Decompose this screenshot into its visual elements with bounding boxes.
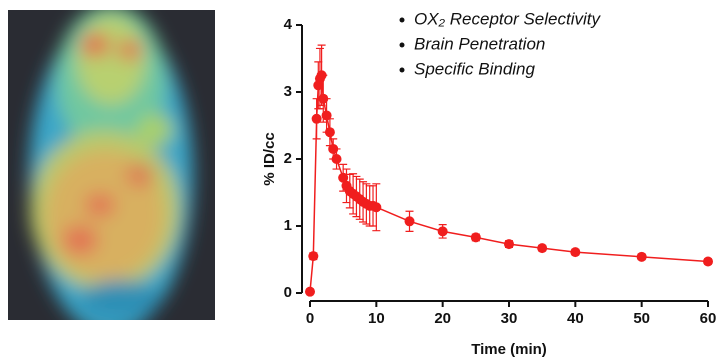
- data-point: [703, 257, 713, 267]
- y-tick-label: 0: [284, 284, 292, 301]
- bullet: [400, 68, 405, 73]
- y-tick-label: 3: [284, 83, 292, 100]
- x-tick-label: 20: [434, 310, 451, 327]
- data-point: [438, 226, 448, 236]
- x-tick-label: 0: [306, 310, 314, 327]
- data-point: [325, 127, 335, 137]
- data-point: [471, 232, 481, 242]
- annotation: Brain Penetration: [414, 34, 545, 53]
- x-tick-label: 10: [368, 310, 385, 327]
- y-axis-label: % ID/cc: [261, 132, 278, 185]
- data-point: [308, 251, 318, 261]
- data-point: [637, 252, 647, 262]
- data-point: [332, 154, 342, 164]
- x-tick-label: 50: [633, 310, 650, 327]
- data-point: [537, 243, 547, 253]
- y-tick-label: 2: [284, 150, 292, 167]
- data-point: [570, 247, 580, 257]
- annotation: Specific Binding: [414, 59, 536, 78]
- x-tick-label: 60: [700, 310, 717, 327]
- data-point: [371, 202, 381, 212]
- x-axis-label: Time (min): [471, 341, 547, 358]
- data-point: [305, 287, 315, 297]
- y-tick-label: 4: [284, 16, 293, 33]
- figure: % ID/cc Time (min) 012340102030405060OX₂…: [0, 0, 721, 362]
- y-tick-label: 1: [284, 217, 292, 234]
- bullet: [400, 43, 405, 48]
- pet-image: [8, 5, 215, 335]
- data-point: [504, 239, 514, 249]
- x-tick-label: 40: [567, 310, 584, 327]
- bullet: [400, 18, 405, 23]
- x-tick-label: 30: [501, 310, 518, 327]
- annotation: OX₂ Receptor Selectivity: [414, 9, 601, 28]
- data-point: [405, 216, 415, 226]
